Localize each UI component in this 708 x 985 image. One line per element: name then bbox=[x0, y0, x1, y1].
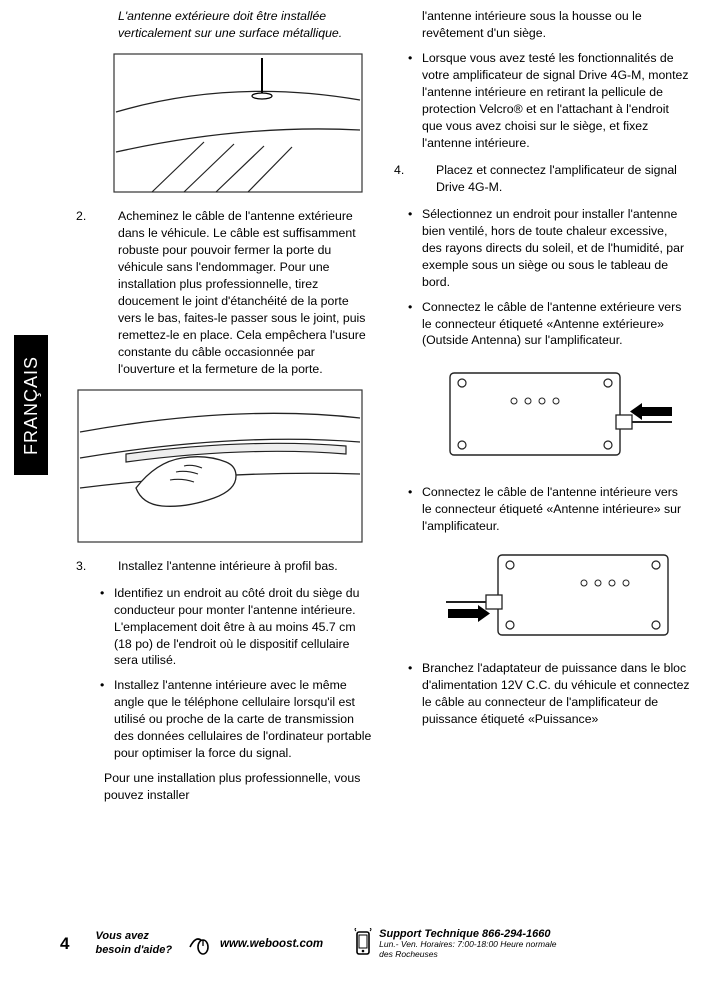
support-hours-2: des Rocheuses bbox=[379, 950, 556, 960]
bullet-dot: • bbox=[100, 585, 114, 670]
page-number: 4 bbox=[60, 934, 69, 954]
bullet-item: • Identifiez un endroit au côté droit du… bbox=[100, 585, 372, 670]
step-number: 2. bbox=[76, 208, 118, 378]
support-block: Support Technique 866-294-1660 Lun.- Ven… bbox=[353, 928, 556, 960]
bullet-dot: • bbox=[100, 677, 114, 762]
url-block: www.weboost.com bbox=[186, 933, 323, 955]
paragraph: Pour une installation plus professionnel… bbox=[104, 770, 372, 804]
phone-icon bbox=[353, 928, 373, 958]
bullet-dot: • bbox=[408, 660, 422, 728]
step-3: 3. Installez l'antenne intérieure à prof… bbox=[76, 558, 372, 575]
right-column: l'antenne intérieure sous la housse ou l… bbox=[394, 8, 690, 908]
help-line2: besoin d'aide? bbox=[95, 944, 172, 956]
bullet-item: • Connectez le câble de l'antenne extéri… bbox=[408, 299, 690, 350]
bullet-dot: • bbox=[408, 50, 422, 152]
bullet-dot: • bbox=[408, 299, 422, 350]
paragraph-continuation: l'antenne intérieure sous la housse ou l… bbox=[422, 8, 690, 42]
bullet-text: Connectez le câble de l'antenne intérieu… bbox=[422, 484, 690, 535]
figure-amplifier-outside bbox=[444, 359, 690, 474]
language-tab: FRANÇAIS bbox=[14, 335, 48, 475]
bullet-item: • Sélectionnez un endroit pour installer… bbox=[408, 206, 690, 291]
figure-antenna-on-roof bbox=[112, 52, 372, 194]
bullet-text: Connectez le câble de l'antenne extérieu… bbox=[422, 299, 690, 350]
bullet-text: Branchez l'adaptateur de puissance dans … bbox=[422, 660, 690, 728]
step-text: Placez et connectez l'amplificateur de s… bbox=[436, 162, 690, 196]
step-number: 4. bbox=[394, 162, 436, 196]
step-2: 2. Acheminez le câble de l'antenne extér… bbox=[76, 208, 372, 378]
step-text: Acheminez le câble de l'antenne extérieu… bbox=[118, 208, 372, 378]
figure-amplifier-inside bbox=[444, 545, 690, 650]
step-number: 3. bbox=[76, 558, 118, 575]
bullet-text: Sélectionnez un endroit pour installer l… bbox=[422, 206, 690, 291]
left-column: L'antenne extérieure doit être installée… bbox=[76, 8, 372, 908]
figure-caption: L'antenne extérieure doit être installée… bbox=[118, 8, 372, 42]
step-text: Installez l'antenne intérieure à profil … bbox=[118, 558, 372, 575]
mouse-icon bbox=[186, 933, 214, 955]
page: FRANÇAIS L'antenne extérieure doit être … bbox=[0, 0, 708, 985]
support-text: Support Technique 866-294-1660 Lun.- Ven… bbox=[379, 928, 556, 960]
bullet-dot: • bbox=[408, 206, 422, 291]
bullet-item: • Connectez le câble de l'antenne intéri… bbox=[408, 484, 690, 535]
language-label: FRANÇAIS bbox=[21, 355, 42, 454]
bullet-text: Installez l'antenne intérieure avec le m… bbox=[114, 677, 372, 762]
step-4: 4. Placez et connectez l'amplificateur d… bbox=[394, 162, 690, 196]
bullet-text: Lorsque vous avez testé les fonctionnali… bbox=[422, 50, 690, 152]
bullet-item: • Branchez l'adaptateur de puissance dan… bbox=[408, 660, 690, 728]
help-line1: Vous avez bbox=[95, 930, 148, 942]
bullet-item: • Lorsque vous avez testé les fonctionna… bbox=[408, 50, 690, 152]
figure-cable-door-seal bbox=[76, 388, 372, 544]
content-columns: L'antenne extérieure doit être installée… bbox=[76, 8, 690, 908]
bullet-text: Identifiez un endroit au côté droit du s… bbox=[114, 585, 372, 670]
help-label: Vous avez besoin d'aide? bbox=[95, 930, 172, 958]
website-url: www.weboost.com bbox=[220, 938, 323, 950]
bullet-item: • Installez l'antenne intérieure avec le… bbox=[100, 677, 372, 762]
page-footer: 4 Vous avez besoin d'aide? www.weboost.c… bbox=[60, 919, 690, 969]
bullet-dot: • bbox=[408, 484, 422, 535]
